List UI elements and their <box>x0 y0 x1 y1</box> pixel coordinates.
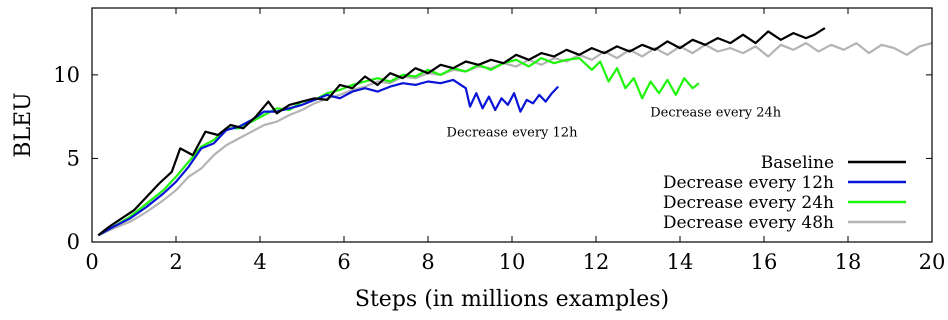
y-axis-label: BLEU <box>11 92 36 157</box>
legend-label: Decrease every 48h <box>663 213 834 233</box>
x-axis-label: Steps (in millions examples) <box>355 287 669 312</box>
x-tick-label: 6 <box>337 250 350 274</box>
x-tick-label: 18 <box>835 250 862 274</box>
series-line-decrease-every-12h <box>97 78 559 237</box>
legend-label: Decrease every 12h <box>663 173 834 193</box>
annotation-label: Decrease every 12h <box>447 126 579 141</box>
tick-layer: 0 2 4 6 8 10 12 14 16 18 20 0 5 10 <box>53 8 945 274</box>
x-tick-label: 10 <box>499 250 526 274</box>
annotation-layer: Decrease every 12h Decrease every 24h <box>447 106 782 141</box>
x-tick-label: 8 <box>421 250 434 274</box>
y-tick-label: 5 <box>67 146 80 170</box>
legend-label: Decrease every 24h <box>663 193 834 213</box>
x-tick-label: 16 <box>751 250 778 274</box>
y-tick-label: 0 <box>67 230 80 254</box>
x-tick-label: 2 <box>169 250 182 274</box>
annotation-label: Decrease every 24h <box>650 106 782 121</box>
series-layer <box>97 27 933 237</box>
legend-label: Baseline <box>761 153 834 173</box>
x-tick-label: 12 <box>583 250 610 274</box>
y-tick-label: 10 <box>53 63 80 87</box>
series-line-baseline <box>97 27 826 237</box>
x-tick-label: 20 <box>919 250 946 274</box>
x-tick-label: 0 <box>85 250 98 274</box>
x-tick-label: 14 <box>667 250 694 274</box>
x-tick-label: 4 <box>253 250 266 274</box>
